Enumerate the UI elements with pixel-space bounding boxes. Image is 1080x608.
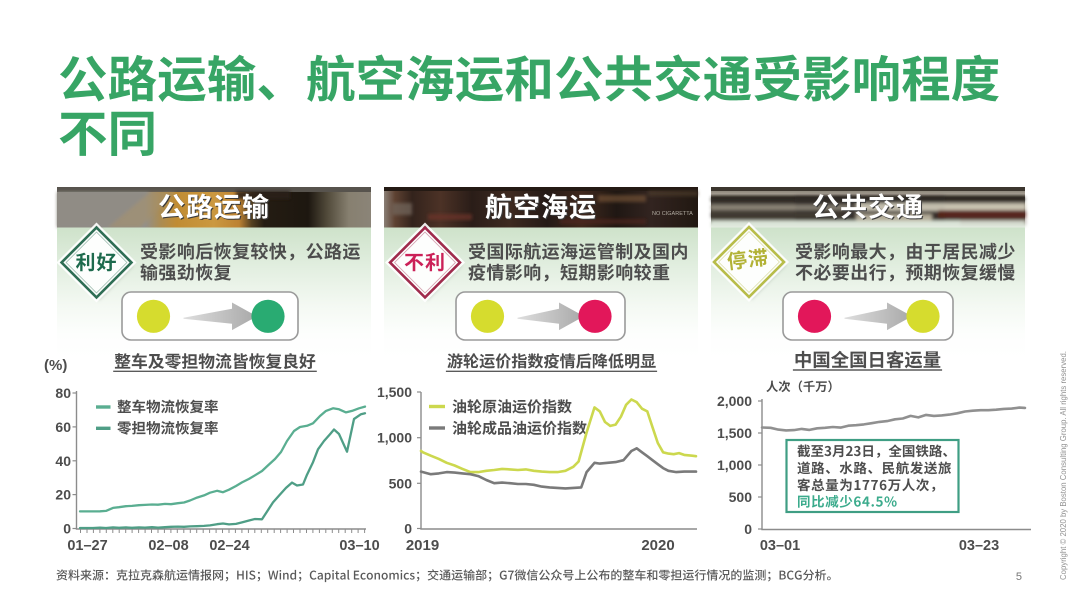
svg-text:03–23: 03–23: [959, 538, 999, 554]
svg-text:03–01: 03–01: [760, 538, 800, 554]
svg-text:03–10: 03–10: [339, 538, 379, 554]
svg-text:NO CIGARETTA: NO CIGARETTA: [652, 211, 693, 217]
svg-text:20: 20: [55, 487, 71, 503]
svg-text:0: 0: [63, 521, 71, 537]
svg-text:5: 5: [1016, 571, 1022, 583]
svg-text:(%): (%): [44, 357, 67, 374]
svg-text:80: 80: [55, 385, 71, 401]
svg-text:1,000: 1,000: [717, 457, 752, 473]
svg-text:40: 40: [55, 453, 71, 469]
svg-text:02–24: 02–24: [209, 538, 249, 554]
svg-text:1,500: 1,500: [717, 425, 752, 441]
svg-text:2020: 2020: [641, 537, 674, 554]
svg-text:500: 500: [389, 475, 413, 491]
svg-text:0: 0: [404, 521, 412, 537]
svg-text:02–08: 02–08: [148, 538, 188, 554]
svg-text:60: 60: [55, 419, 71, 435]
svg-text:1,500: 1,500: [377, 384, 412, 400]
svg-text:2019: 2019: [406, 537, 439, 554]
svg-text:2,000: 2,000: [717, 393, 752, 409]
svg-text:Copyright © 2020 by Boston Con: Copyright © 2020 by Boston Consulting Gr…: [1059, 351, 1068, 580]
svg-text:01–27: 01–27: [67, 538, 107, 554]
svg-text:0: 0: [744, 521, 752, 537]
svg-text:1,000: 1,000: [377, 430, 412, 446]
svg-text:500: 500: [729, 489, 753, 505]
